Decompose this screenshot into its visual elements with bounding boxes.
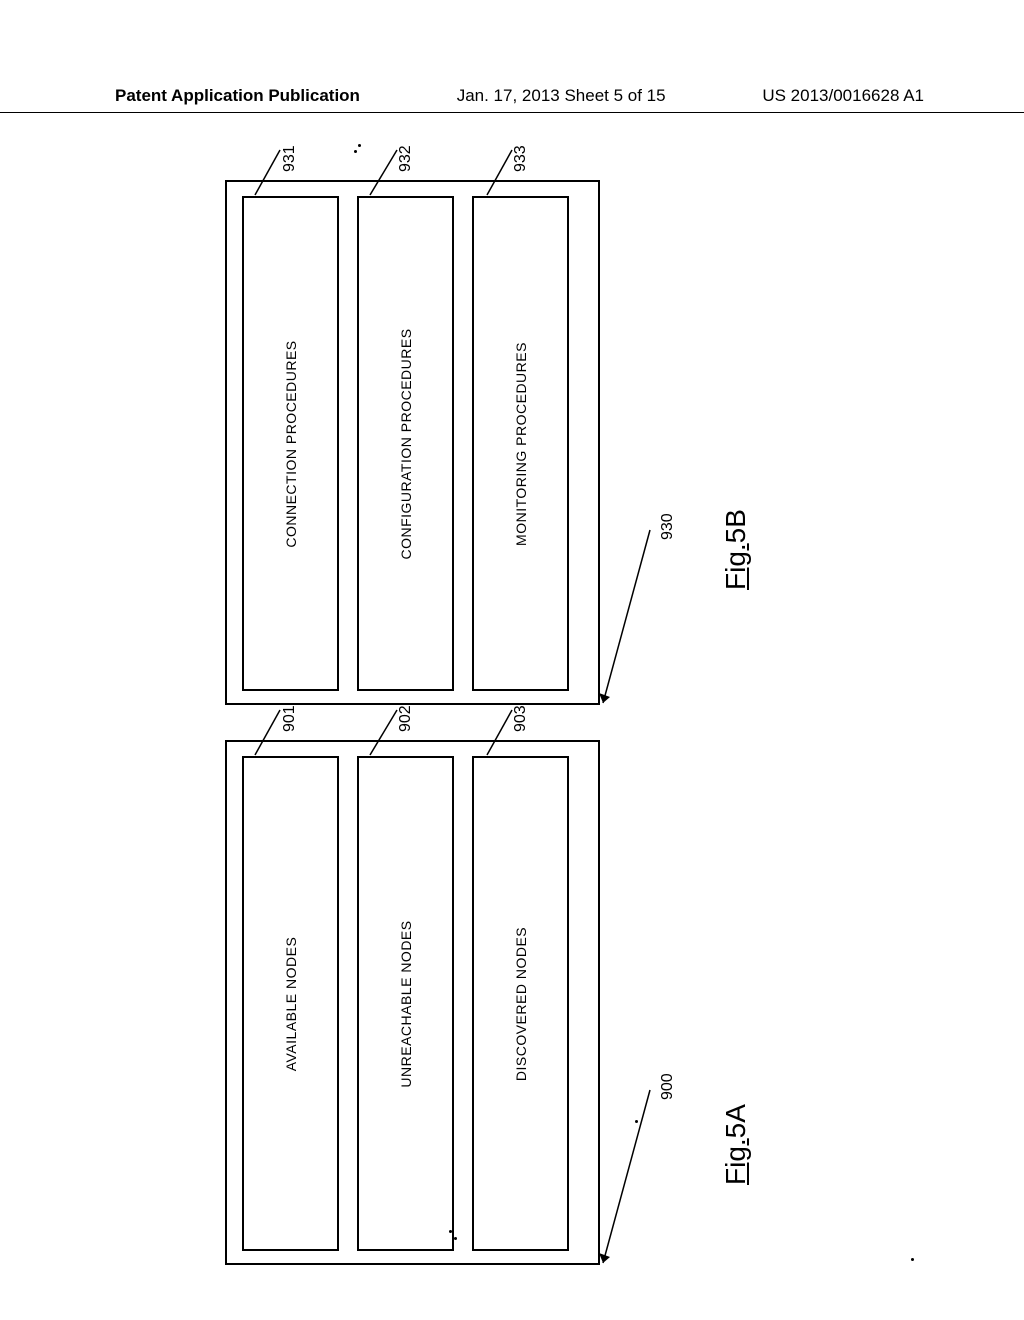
leads-900-boxes [225,700,625,760]
figure-area: CONNECTION PROCEDURES CONFIGURATION PROC… [0,130,1024,1280]
box-903: DISCOVERED NODES [472,756,569,1251]
box-933: MONITORING PROCEDURES [472,196,569,691]
lead-930 [595,525,665,715]
box-903-label: DISCOVERED NODES [513,926,529,1080]
artifact-dot [449,1230,452,1233]
caption-5b-prefix: Fig. [720,543,751,590]
page-header: Patent Application Publication Jan. 17, … [115,86,924,106]
caption-5b: Fig.5B [720,509,752,590]
container-930: CONNECTION PROCEDURES CONFIGURATION PROC… [225,180,600,705]
box-901-label: AVAILABLE NODES [283,936,299,1071]
header-left: Patent Application Publication [115,86,360,106]
artifact-dot [635,1120,638,1123]
box-901: AVAILABLE NODES [242,756,339,1251]
box-933-label: MONITORING PROCEDURES [513,342,529,546]
box-931-label: CONNECTION PROCEDURES [283,340,299,547]
box-902-label: UNREACHABLE NODES [398,920,414,1087]
box-932: CONFIGURATION PROCEDURES [357,196,454,691]
box-931: CONNECTION PROCEDURES [242,196,339,691]
lead-900 [595,1085,665,1275]
caption-5b-suffix: 5B [720,509,751,543]
header-center: Jan. 17, 2013 Sheet 5 of 15 [457,86,666,106]
caption-5a: Fig.5A [720,1104,752,1185]
container-900: AVAILABLE NODES UNREACHABLE NODES DISCOV… [225,740,600,1265]
caption-5a-prefix: Fig. [720,1138,751,1185]
box-902: UNREACHABLE NODES [357,756,454,1251]
header-rule [0,112,1024,113]
leads-930-boxes [225,140,625,200]
artifact-dot [358,144,361,147]
artifact-dot [911,1258,914,1261]
page: Patent Application Publication Jan. 17, … [0,0,1024,1320]
header-right: US 2013/0016628 A1 [762,86,924,106]
caption-5a-suffix: 5A [720,1104,751,1138]
box-932-label: CONFIGURATION PROCEDURES [398,328,414,559]
artifact-dot [354,150,357,153]
artifact-dot [454,1237,457,1240]
